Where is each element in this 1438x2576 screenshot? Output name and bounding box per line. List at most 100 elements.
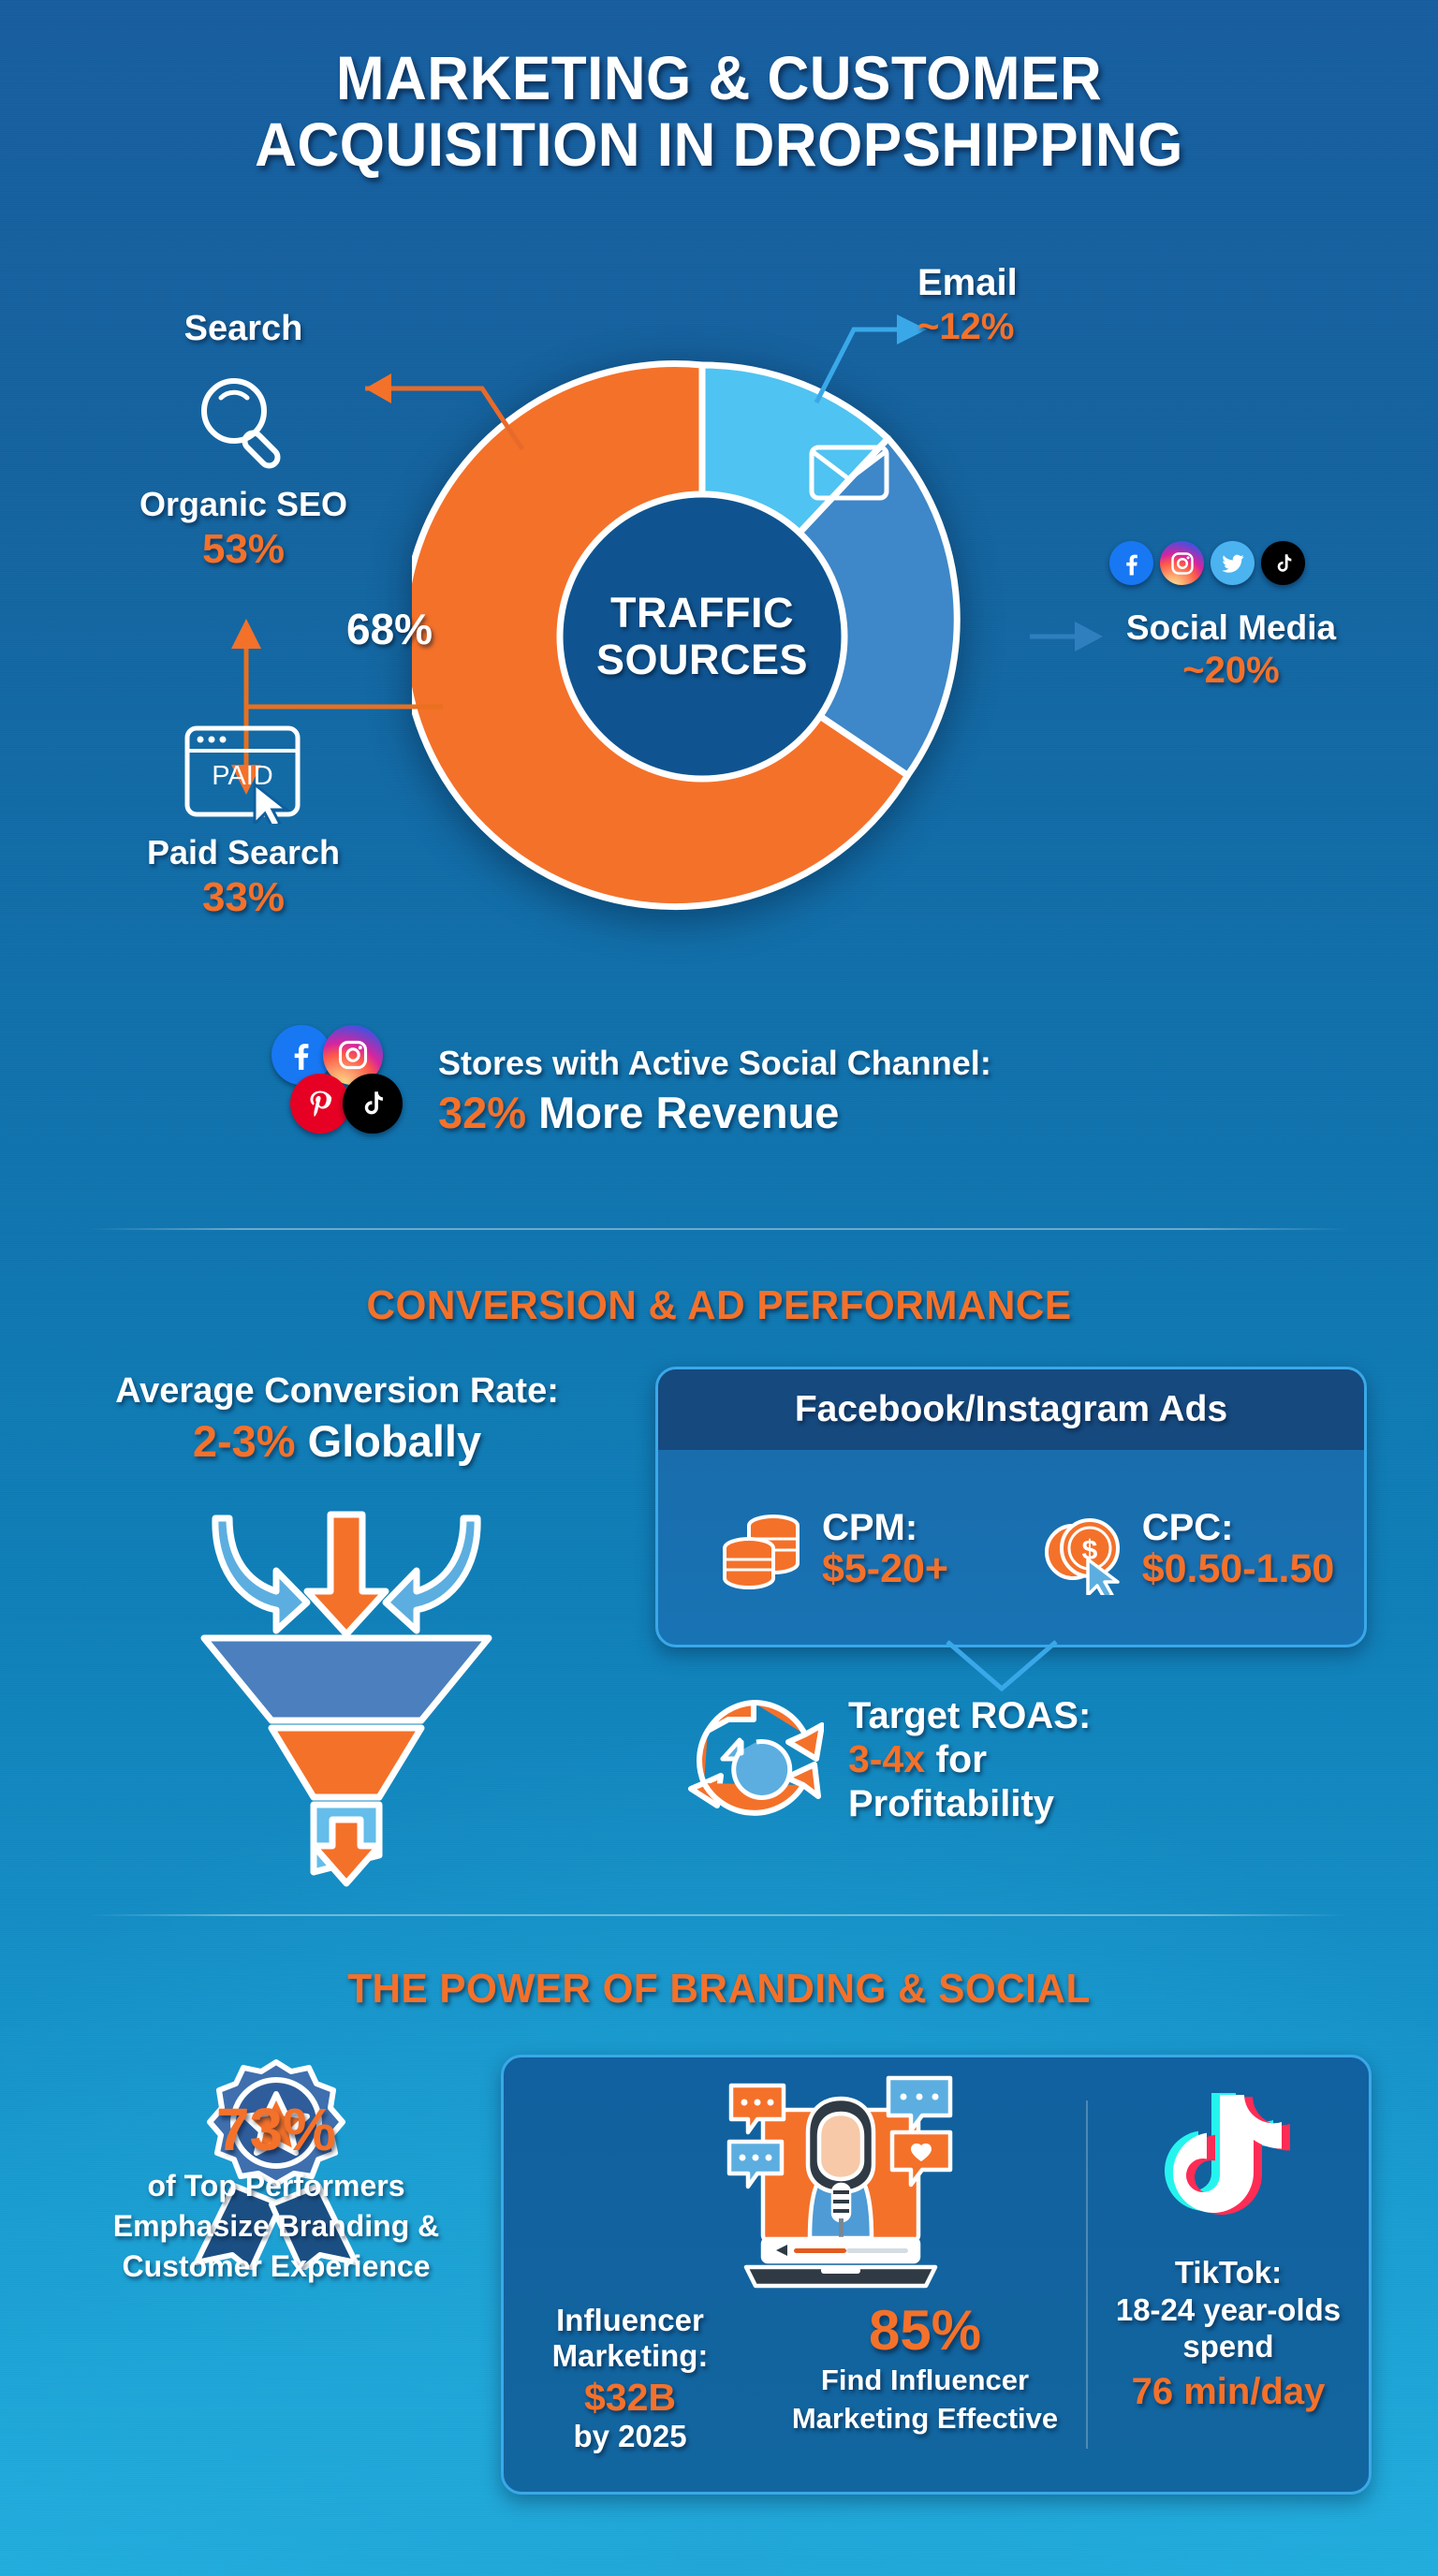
twitter-icon [1211,541,1255,585]
influencer-stats-row: Influencer Marketing: $32B by 2025 85% F… [522,2303,1103,2454]
ads-card-pointer [946,1640,1058,1692]
cpm-label: CPM: [821,1507,918,1549]
top-performers-sub-3: Customer Experience [122,2249,431,2284]
refresh-cycle-icon [688,1699,824,1816]
tiktok-line-2: 18-24 year-olds [1115,2291,1342,2327]
paid-search-label: Paid Search [146,833,341,871]
search-icon [201,378,281,469]
conversion-value-line: 2-3% Globally [37,1415,637,1467]
effective-percent: 85% [868,2299,982,2362]
stores-percent: 32% [438,1087,527,1137]
conversion-label: Average Conversion Rate: [115,1371,559,1411]
roas-text: Target ROAS: 3-4x for Profitability [848,1694,1091,1824]
stores-line-1: Stores with Active Social Channel: [438,1043,991,1082]
tiktok-section: TikTok: 18-24 year-olds spend 76 min/day [1088,2057,1369,2492]
social-icon-cluster [271,1025,412,1156]
influencer-line-3: by 2025 [573,2418,687,2453]
divider-2 [89,1914,1348,1916]
cpm-text: CPM: $5-20+ [822,1508,948,1591]
influencer-market-block: Influencer Marketing: $32B by 2025 [522,2303,738,2454]
target-roas-block: Target ROAS: 3-4x for Profitability [683,1690,1091,1830]
paid-browser-icon: PAID [184,725,301,824]
facebook-icon [1109,541,1153,585]
pinterest-icon [290,1074,350,1134]
divider-1 [89,1228,1348,1230]
funnel-icon [200,1511,492,1887]
svg-text:$: $ [1081,1535,1097,1566]
paid-search-block: Paid Search 33% [56,833,431,921]
effective-line-1: Find Influencer [820,2364,1030,2396]
top-performers-sub-1: of Top Performers [147,2169,405,2203]
conversion-value: 2-3% [192,1416,296,1466]
tiktok-icon [1261,541,1305,585]
organic-seo-label: Organic SEO [139,485,348,523]
award-ribbon-icon [194,2059,359,2270]
coin-stack-icon [722,1515,800,1589]
stores-line-2-rest: More Revenue [526,1087,840,1137]
email-block: Email ~12% [917,262,1217,348]
email-connector-arrow [814,315,927,404]
stores-line-2: 32% More Revenue [438,1087,991,1138]
tiktok-value: 76 min/day [1131,2370,1326,2412]
search-label: Search [183,309,303,348]
email-label: Email [917,262,1018,303]
page-title: MARKETING & CUSTOMER ACQUISITION IN DROP… [43,43,1395,180]
ads-card-body: CPM: $5-20+ $ CPC: $0.50-1.50 [658,1450,1364,1645]
search-connector-arrow [365,373,525,451]
facebook-instagram-ads-card: Facebook/Instagram Ads CP [655,1367,1367,1647]
influencer-value: $32B [583,2375,676,2419]
cpc-text: CPC: $0.50-1.50 [1142,1508,1335,1591]
average-conversion-block: Average Conversion Rate: 2-3% Globally [37,1371,637,1467]
roas-value: 3-4x [848,1737,926,1781]
cpm-value: $5-20+ [821,1546,949,1592]
top-performers-sub-2: Emphasize Branding & [112,2209,440,2244]
donut-ring [412,346,992,927]
instagram-icon [1160,541,1204,585]
top-performers-percent: 73% [215,2096,337,2163]
effective-line-2: Marketing Effective [791,2402,1059,2436]
roas-value-line: 3-4x for [848,1737,1091,1781]
title-line-2: ACQUISITION IN DROPSHIPPING [255,110,1183,180]
social-platform-icons [1109,541,1305,585]
conversion-suffix: Globally [295,1416,482,1466]
roas-suffix: for [925,1737,988,1781]
cpc-label: CPC: [1141,1507,1234,1549]
social-media-label: Social Media [1125,608,1337,647]
organic-seo-value: 53% [201,526,286,572]
tiktok-icon [343,1074,403,1134]
stores-text: Stores with Active Social Channel: 32% M… [438,1044,991,1138]
paid-search-value: 33% [201,874,286,920]
influencer-video-icon [726,2075,953,2289]
influencer-line-2: Marketing: [551,2338,709,2374]
organic-seo-block: Organic SEO 53% [56,485,431,573]
influencer-line-1: Influencer [556,2303,704,2337]
roas-line-3: Profitability [848,1782,1055,1824]
tiktok-text: TikTok: 18-24 year-olds spend 76 min/day [1116,2254,1341,2414]
stores-social-revenue-row: Stores with Active Social Channel: 32% M… [271,1025,1208,1156]
influencer-tiktok-card: Influencer Marketing: $32B by 2025 85% F… [501,2055,1372,2495]
cpc-value: $0.50-1.50 [1141,1546,1335,1592]
title-line-1: MARKETING & CUSTOMER [335,43,1103,112]
email-value: ~12% [917,306,1015,347]
social-media-block: Social Media ~20% [1077,608,1386,692]
roas-label: Target ROAS: [848,1695,1092,1737]
coin-cursor-icon: $ [1044,1518,1120,1595]
top-performers-block: 73% of Top Performers Emphasize Branding… [37,2087,515,2285]
traffic-sources-chart: TRAFFIC SOURCES 68% [346,346,1030,927]
tiktok-line-3: spend [1182,2329,1274,2364]
svg-text:PAID: PAID [212,761,273,791]
search-slice-percent: 68% [346,605,433,653]
tiktok-icon [1165,2093,1290,2216]
influencer-effectiveness-block: 85% Find Influencer Marketing Effective [747,2303,1103,2436]
ads-card-header: Facebook/Instagram Ads [658,1369,1364,1450]
card-divider [1086,2100,1088,2449]
social-connector-arrow [1030,622,1103,651]
cpm-metric: CPM: $5-20+ [658,1450,1011,1645]
envelope-icon [809,445,889,501]
influencer-section: Influencer Marketing: $32B by 2025 85% F… [504,2057,1086,2492]
ads-card-title: Facebook/Instagram Ads [794,1389,1228,1429]
section-3-heading: THE POWER OF BRANDING & SOCIAL [347,1966,1091,2012]
section-2-heading: CONVERSION & AD PERFORMANCE [366,1282,1072,1328]
tiktok-line-1: TikTok: [1174,2255,1283,2290]
